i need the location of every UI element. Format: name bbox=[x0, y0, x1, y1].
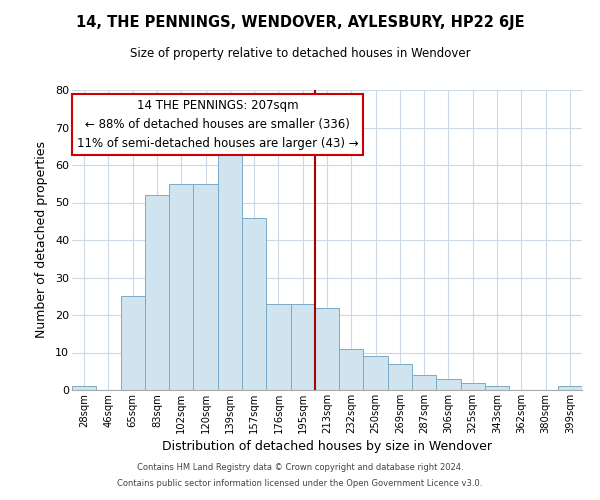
Bar bbox=[485, 386, 509, 390]
Y-axis label: Number of detached properties: Number of detached properties bbox=[35, 142, 48, 338]
Bar bbox=[266, 304, 290, 390]
Text: Size of property relative to detached houses in Wendover: Size of property relative to detached ho… bbox=[130, 48, 470, 60]
Bar bbox=[339, 349, 364, 390]
Bar bbox=[290, 304, 315, 390]
Bar bbox=[315, 308, 339, 390]
Bar bbox=[364, 356, 388, 390]
X-axis label: Distribution of detached houses by size in Wendover: Distribution of detached houses by size … bbox=[162, 440, 492, 453]
Bar bbox=[436, 379, 461, 390]
Bar bbox=[145, 195, 169, 390]
Text: 14 THE PENNINGS: 207sqm
← 88% of detached houses are smaller (336)
11% of semi-d: 14 THE PENNINGS: 207sqm ← 88% of detache… bbox=[77, 99, 358, 150]
Bar bbox=[218, 154, 242, 390]
Bar bbox=[121, 296, 145, 390]
Bar bbox=[461, 382, 485, 390]
Text: 14, THE PENNINGS, WENDOVER, AYLESBURY, HP22 6JE: 14, THE PENNINGS, WENDOVER, AYLESBURY, H… bbox=[76, 15, 524, 30]
Bar bbox=[72, 386, 96, 390]
Bar bbox=[558, 386, 582, 390]
Bar bbox=[193, 184, 218, 390]
Bar bbox=[388, 364, 412, 390]
Bar bbox=[412, 375, 436, 390]
Bar bbox=[169, 184, 193, 390]
Text: Contains HM Land Registry data © Crown copyright and database right 2024.: Contains HM Land Registry data © Crown c… bbox=[137, 464, 463, 472]
Bar bbox=[242, 218, 266, 390]
Text: Contains public sector information licensed under the Open Government Licence v3: Contains public sector information licen… bbox=[118, 478, 482, 488]
